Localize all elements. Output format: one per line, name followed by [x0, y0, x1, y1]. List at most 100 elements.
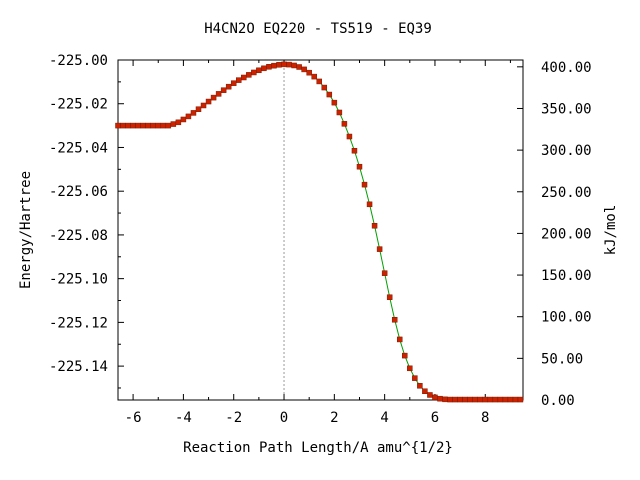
data-point: [321, 84, 328, 91]
data-point: [427, 392, 433, 398]
x-axis-label: Reaction Path Length/A amu^{1/2}: [183, 440, 453, 456]
left-y-axis-ticks: -225.00 -225.02 -225.04 -225.06 -225.08 -225.…: [49, 53, 124, 389]
data-point: [271, 62, 277, 69]
data-point: [346, 133, 353, 140]
y2-tick-label: 400.00: [541, 60, 592, 76]
data-point: [316, 78, 322, 85]
data-point: [220, 87, 227, 93]
data-point: [412, 375, 418, 381]
y-tick-label: -225.08: [49, 228, 108, 244]
data-point: [241, 74, 247, 81]
data-point: [180, 116, 187, 123]
data-point: [311, 73, 317, 80]
data-point: [432, 394, 438, 401]
data-point: [467, 396, 473, 403]
y-tick-label: -225.06: [49, 184, 108, 200]
data-point: [230, 80, 237, 86]
data-point: [170, 121, 177, 127]
data-point: [517, 396, 524, 403]
x-tick-label: 4: [380, 410, 388, 426]
x-tick-label: 6: [431, 410, 439, 426]
data-point: [120, 122, 126, 129]
plot-frame: [117, 59, 524, 401]
data-point: [422, 388, 428, 394]
data-point: [381, 270, 388, 276]
y-tick-label: -225.14: [49, 359, 108, 375]
data-point: [331, 99, 338, 106]
data-point: [442, 396, 448, 403]
left-y-axis-label: Energy/Hartree: [18, 171, 34, 289]
data-point: [296, 64, 302, 70]
data-point: [437, 395, 443, 402]
chart-title: H4CN2O EQ220 - TS519 - EQ39: [204, 21, 432, 37]
data-point: [125, 122, 131, 129]
data-point: [225, 83, 232, 90]
data-point: [261, 65, 267, 72]
data-point: [507, 396, 514, 403]
data-point: [175, 119, 182, 126]
data-point: [291, 62, 297, 69]
data-point: [472, 396, 478, 403]
data-point: [236, 77, 242, 83]
y-tick-label: -225.02: [49, 97, 108, 113]
y2-tick-label: 250.00: [541, 185, 592, 201]
data-point: [160, 122, 167, 129]
y-tick-label: -225.10: [49, 272, 108, 288]
data-point: [215, 91, 222, 97]
y-tick-label: -225.04: [49, 140, 108, 156]
data-point: [351, 147, 358, 154]
x-tick-label: -2: [225, 410, 242, 426]
data-point: [407, 365, 413, 372]
data-point: [145, 122, 151, 129]
y-tick-label: -225.00: [49, 53, 108, 69]
data-point: [361, 181, 368, 188]
data-point: [150, 122, 156, 129]
y2-tick-label: 0.00: [541, 393, 575, 409]
data-point: [497, 396, 504, 403]
data-point: [135, 122, 141, 129]
data-point: [402, 352, 408, 359]
x-tick-label: 2: [330, 410, 338, 426]
data-point: [386, 294, 393, 300]
data-point: [200, 102, 207, 109]
data-point: [190, 110, 197, 116]
y2-tick-label: 300.00: [541, 143, 592, 159]
y2-tick-label: 350.00: [541, 101, 592, 117]
data-point: [371, 222, 378, 229]
data-point: [195, 106, 202, 112]
data-point: [115, 122, 121, 129]
data-point: [130, 122, 136, 129]
data-point: [140, 122, 146, 129]
data-point: [477, 396, 483, 403]
data-point: [376, 246, 383, 252]
data-point: [452, 396, 458, 403]
data-point: [457, 396, 463, 403]
right-y-axis-label: kJ/mol: [603, 205, 619, 256]
series-points: [115, 61, 524, 403]
data-point: [281, 61, 287, 68]
data-point: [341, 121, 348, 127]
data-point: [391, 317, 398, 323]
data-point: [512, 396, 519, 403]
x-tick-label: -4: [175, 410, 192, 426]
y-tick-label: -225.12: [49, 315, 108, 331]
right-y-axis-ticks: 0.00 50.00 100.00 150.00 200.00 250.00 300.00 3…: [517, 60, 592, 409]
data-point: [276, 62, 282, 68]
data-point: [266, 64, 272, 70]
data-point: [165, 122, 172, 129]
data-point: [492, 396, 499, 403]
y2-tick-label: 50.00: [541, 351, 583, 367]
data-point: [205, 98, 212, 105]
data-point: [487, 396, 494, 403]
data-point: [356, 163, 363, 170]
data-point: [210, 94, 217, 101]
data-point: [286, 61, 292, 68]
data-point: [447, 396, 453, 403]
x-tick-label: -6: [125, 410, 142, 426]
data-point: [306, 69, 312, 76]
data-point: [336, 109, 343, 116]
data-point: [251, 69, 257, 76]
data-point: [155, 122, 161, 129]
y2-tick-label: 150.00: [541, 268, 592, 284]
